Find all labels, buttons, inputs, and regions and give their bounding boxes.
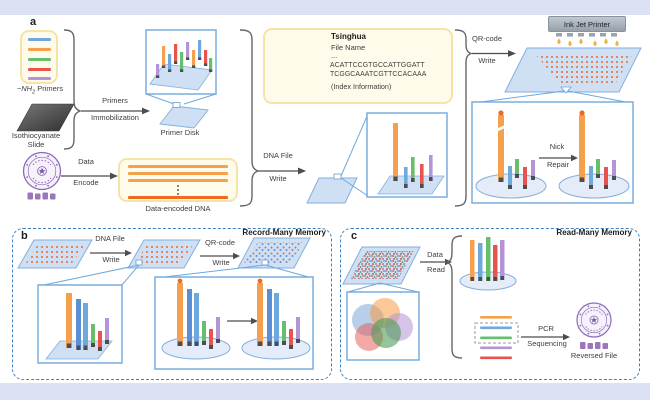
brace-dna-file — [239, 29, 260, 207]
nick-repair-arrow — [539, 154, 578, 162]
primer-swatch-green — [28, 58, 51, 61]
dna-file-write-line2: Write — [269, 174, 287, 183]
primer-swatch-red — [28, 68, 51, 71]
isothiocyanate-label-line1: Isothiocyanate — [11, 131, 61, 140]
panel-b-dna-file-write-line2: Write — [102, 255, 120, 264]
data-encode-line1: Data — [78, 157, 94, 166]
file-info-ellipsis: ... — [331, 51, 338, 60]
nick-repair-line2: Repair — [546, 160, 570, 169]
nick-repair-zoom-box — [471, 101, 634, 204]
panel-b-qr-code-write-line1: QR-code — [204, 238, 235, 247]
primer-disk-icon — [159, 105, 209, 129]
panel-b-label: b — [21, 230, 28, 242]
file-info-box — [263, 28, 453, 104]
ellipsis-dot — [177, 185, 179, 187]
qr-code-write-line1: QR-code — [471, 34, 502, 43]
ellipsis-dot — [177, 193, 179, 195]
panel-b-title: Record-Many Memory — [242, 228, 326, 237]
dna-strand-line — [128, 179, 228, 182]
record-group-1 — [177, 278, 220, 349]
primers-immobilization-line1: Primers — [102, 96, 128, 105]
panel-c-slide — [342, 246, 421, 293]
sequencing-strand-lines — [474, 316, 519, 360]
tsinghua-logo-reversed-file — [576, 302, 612, 338]
file-info-title: Tsinghua — [331, 32, 366, 41]
selected-strands-dashed-box — [474, 322, 519, 344]
isothiocyanate-slide-icon — [16, 103, 75, 132]
data-encode-line2: Encode — [73, 178, 99, 187]
panel-b-right-zoom-box — [154, 276, 314, 370]
dna-file-write-arrow — [258, 167, 306, 175]
panel-b-slide-3 — [155, 237, 313, 279]
file-info-index-note: (Index Information) — [331, 82, 392, 91]
pcr-sequencing-arrow — [521, 333, 570, 341]
panel-b-qr-code-write-line2: Write — [212, 258, 230, 267]
pcr-sequencing-line2: Sequencing — [527, 339, 567, 348]
dna-strand-line-dark — [128, 196, 228, 199]
printed-slide — [472, 47, 642, 104]
panel-b-arrow-qr-code — [200, 252, 240, 260]
primers-immobilization-line2: Immobilization — [91, 113, 139, 122]
bottom-band — [0, 383, 650, 400]
panel-b-dna-file-write-line1: DNA File — [95, 234, 125, 243]
ink-jet-printer: Ink Jet Printer — [548, 16, 626, 32]
primer-swatch-orange — [28, 48, 51, 51]
ellipsis-dot — [177, 189, 179, 191]
primer-disk-label: Primer Disk — [160, 128, 200, 137]
primer-swatch-blue — [28, 38, 51, 41]
data-encoded-dna-box — [118, 158, 238, 202]
brace-primers — [63, 29, 82, 150]
amine-primers-box — [20, 30, 58, 84]
file-info-file-name: File Name — [331, 43, 366, 52]
primer-bars — [156, 40, 213, 78]
top-band — [0, 0, 650, 15]
panel-b-slide-2 — [38, 239, 201, 287]
dna-strand-line — [128, 165, 228, 168]
panel-b-border — [12, 228, 332, 380]
repaired-strand-group — [579, 110, 616, 189]
nicked-strand-group — [497, 110, 535, 189]
file-info-sequence-line1: ACATTCCGTGCCATTGGATT — [330, 62, 425, 69]
panel-c-title: Read-Many Memory — [556, 228, 632, 237]
panel-a-label: a — [30, 16, 37, 28]
record-group-2 — [257, 278, 300, 349]
data-read-line2: Read — [427, 265, 445, 274]
pcr-sequencing-line1: PCR — [538, 324, 554, 333]
read-strands-on-well — [459, 237, 517, 291]
primer-swatch-purple — [28, 77, 51, 80]
data-encoded-dna-label: Data-encoded DNA — [145, 204, 211, 213]
data-read-line1: Data — [427, 250, 443, 259]
primer-disk-zoom-box — [145, 29, 217, 129]
panel-b-left-zoom-box — [37, 284, 123, 364]
file-info-sequence-line2: TCGGCAAATCGTTCCACAAA — [330, 71, 427, 78]
data-encode-arrow — [61, 172, 118, 180]
panel-b-slide-1 — [17, 239, 93, 269]
pooled-strands-venn-box — [346, 291, 420, 361]
panel-b-arrow-dna-file — [90, 249, 132, 257]
primers-immobilization-arrow — [81, 107, 150, 115]
record-copy-arrow — [227, 317, 258, 325]
dna-file-zoom-box — [366, 112, 448, 198]
reversed-file-label: Reversed File — [570, 351, 618, 360]
brace-read-outputs — [445, 235, 463, 359]
tsinghua-calligraphy — [27, 192, 56, 200]
panel-c-border — [340, 228, 640, 380]
isothiocyanate-label-line2: Slide — [27, 140, 45, 149]
amine-primers-label: −NH2 Primers — [16, 84, 64, 96]
dna-strand-line — [128, 172, 228, 175]
qr-code-write-arrow — [472, 50, 516, 57]
panel-c-label: c — [351, 230, 358, 242]
dna-file-slide — [306, 113, 369, 204]
qr-code-write-line2: Write — [478, 56, 496, 65]
ink-droplet-icons — [557, 38, 619, 47]
dna-file-write-line1: DNA File — [263, 151, 293, 160]
tsinghua-logo — [22, 151, 62, 191]
brace-qr-code — [454, 29, 473, 207]
tsinghua-calligraphy-reversed — [580, 342, 608, 349]
nick-repair-line1: Nick — [549, 142, 565, 151]
printer-nozzles — [556, 33, 617, 37]
